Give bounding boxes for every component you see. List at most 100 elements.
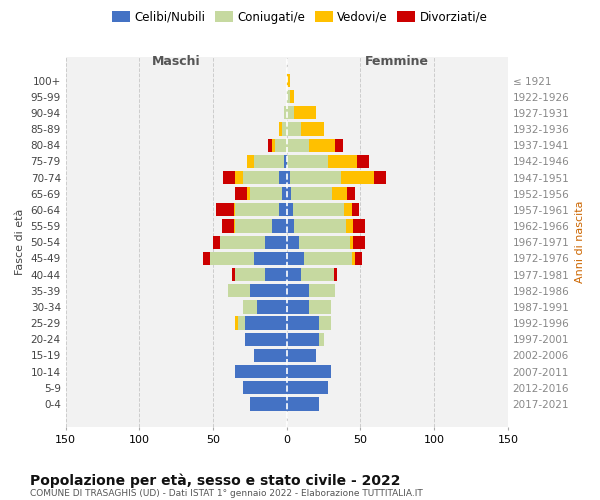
Bar bbox=[250, 187, 283, 200]
Bar bbox=[290, 171, 341, 184]
Bar bbox=[235, 220, 272, 232]
Bar bbox=[287, 316, 319, 330]
Bar bbox=[287, 90, 290, 104]
Text: Maschi: Maschi bbox=[152, 54, 200, 68]
Bar bbox=[235, 365, 287, 378]
Bar bbox=[220, 236, 265, 249]
Text: COMUNE DI TRASAGHIS (UD) - Dati ISTAT 1° gennaio 2022 - Elaborazione TUTTITALIA.: COMUNE DI TRASAGHIS (UD) - Dati ISTAT 1°… bbox=[30, 490, 423, 498]
Bar bbox=[287, 252, 304, 265]
Bar bbox=[287, 332, 319, 346]
Bar bbox=[223, 171, 235, 184]
Bar bbox=[268, 138, 272, 152]
Bar bbox=[283, 122, 287, 136]
Bar bbox=[287, 300, 309, 314]
Bar bbox=[287, 74, 290, 87]
Bar bbox=[287, 138, 309, 152]
Bar bbox=[346, 220, 353, 232]
Bar bbox=[265, 268, 287, 281]
Bar bbox=[232, 268, 235, 281]
Bar bbox=[245, 332, 287, 346]
Bar bbox=[350, 236, 353, 249]
Bar bbox=[275, 138, 287, 152]
Legend: Celibi/Nubili, Coniugati/e, Vedovi/e, Divorziati/e: Celibi/Nubili, Coniugati/e, Vedovi/e, Di… bbox=[107, 6, 493, 28]
Bar bbox=[235, 187, 247, 200]
Bar bbox=[301, 122, 323, 136]
Bar bbox=[233, 203, 235, 216]
Bar bbox=[283, 187, 287, 200]
Bar bbox=[203, 252, 210, 265]
Bar bbox=[222, 220, 233, 232]
Bar bbox=[210, 252, 254, 265]
Bar bbox=[287, 106, 294, 120]
Bar bbox=[353, 220, 365, 232]
Bar bbox=[334, 268, 337, 281]
Bar bbox=[287, 220, 294, 232]
Bar bbox=[299, 236, 350, 249]
Bar bbox=[287, 349, 316, 362]
Bar bbox=[287, 381, 328, 394]
Bar bbox=[332, 187, 347, 200]
Bar bbox=[235, 203, 280, 216]
Bar bbox=[254, 349, 287, 362]
Bar bbox=[287, 398, 319, 410]
Bar bbox=[257, 300, 287, 314]
Bar bbox=[235, 316, 238, 330]
Bar bbox=[309, 284, 335, 298]
Bar bbox=[294, 220, 346, 232]
Bar bbox=[272, 138, 275, 152]
Bar bbox=[228, 284, 250, 298]
Bar bbox=[293, 203, 344, 216]
Bar bbox=[304, 252, 352, 265]
Bar bbox=[328, 154, 358, 168]
Bar bbox=[287, 122, 301, 136]
Bar bbox=[280, 203, 287, 216]
Bar bbox=[265, 236, 287, 249]
Bar bbox=[280, 122, 283, 136]
Text: Femmine: Femmine bbox=[365, 54, 429, 68]
Bar bbox=[290, 90, 294, 104]
Bar bbox=[287, 203, 293, 216]
Bar bbox=[247, 154, 254, 168]
Text: Popolazione per età, sesso e stato civile - 2022: Popolazione per età, sesso e stato civil… bbox=[30, 474, 401, 488]
Bar bbox=[353, 236, 365, 249]
Bar bbox=[291, 187, 332, 200]
Bar bbox=[284, 154, 287, 168]
Bar bbox=[287, 236, 299, 249]
Bar bbox=[309, 300, 331, 314]
Bar bbox=[352, 203, 359, 216]
Bar bbox=[254, 252, 287, 265]
Bar bbox=[233, 220, 235, 232]
Bar bbox=[344, 203, 352, 216]
Bar bbox=[254, 154, 284, 168]
Bar bbox=[352, 252, 355, 265]
Bar bbox=[235, 171, 242, 184]
Bar bbox=[287, 154, 328, 168]
Bar bbox=[213, 236, 220, 249]
Bar bbox=[287, 268, 301, 281]
Bar bbox=[242, 381, 287, 394]
Bar bbox=[250, 284, 287, 298]
Bar bbox=[294, 106, 316, 120]
Bar bbox=[280, 171, 287, 184]
Bar bbox=[250, 398, 287, 410]
Bar bbox=[287, 284, 309, 298]
Y-axis label: Anni di nascita: Anni di nascita bbox=[575, 201, 585, 283]
Bar bbox=[319, 316, 331, 330]
Bar bbox=[245, 316, 287, 330]
Bar bbox=[235, 268, 265, 281]
Y-axis label: Fasce di età: Fasce di età bbox=[15, 209, 25, 276]
Bar bbox=[272, 220, 287, 232]
Bar bbox=[355, 252, 362, 265]
Bar bbox=[301, 268, 334, 281]
Bar bbox=[216, 203, 233, 216]
Bar bbox=[242, 300, 257, 314]
Bar bbox=[238, 316, 245, 330]
Bar bbox=[374, 171, 386, 184]
Bar bbox=[347, 187, 355, 200]
Bar bbox=[335, 138, 343, 152]
Bar bbox=[284, 106, 287, 120]
Bar bbox=[247, 187, 250, 200]
Bar bbox=[287, 171, 290, 184]
Bar bbox=[309, 138, 335, 152]
Bar bbox=[242, 171, 280, 184]
